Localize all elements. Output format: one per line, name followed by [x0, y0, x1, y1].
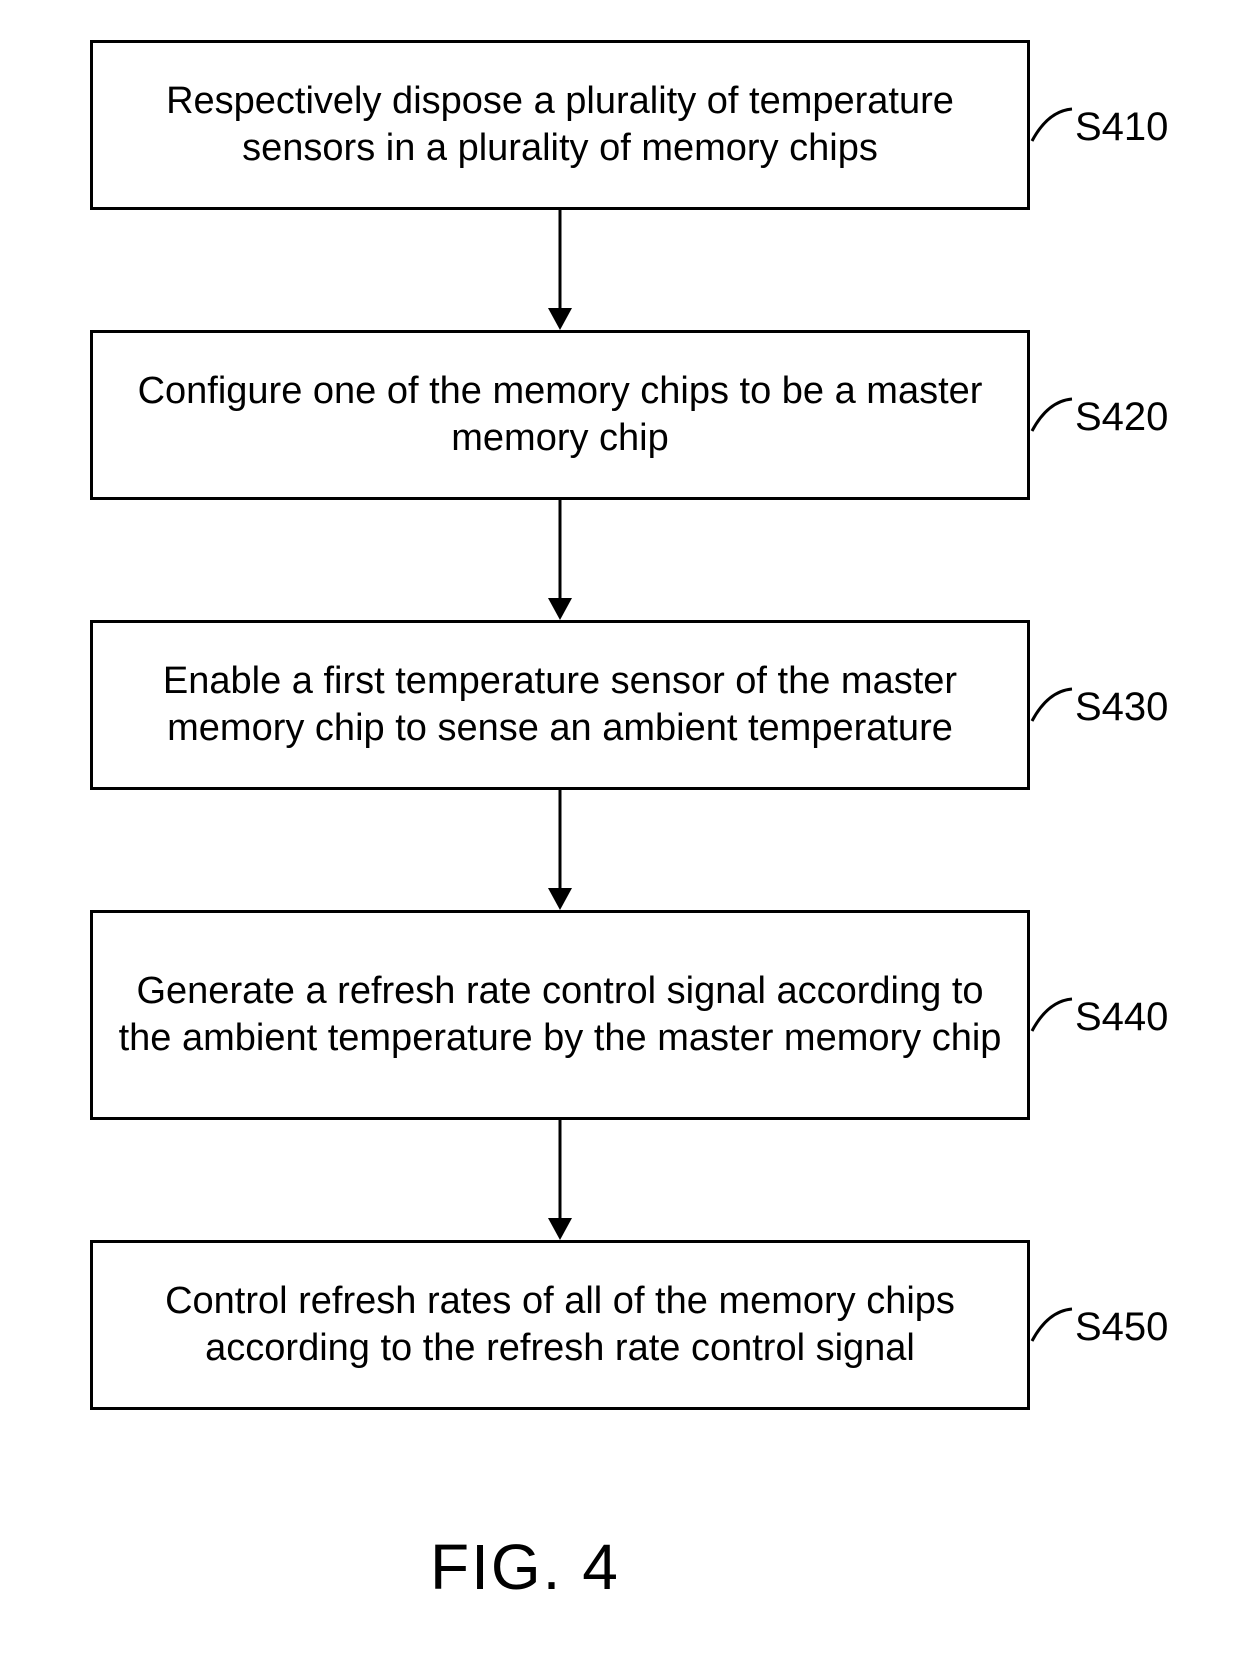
flow-step-n3: Enable a first temperature sensor of the… [90, 620, 1030, 790]
flow-step-n5: Control refresh rates of all of the memo… [90, 1240, 1030, 1410]
step-label-s420: S420 [1075, 395, 1168, 440]
label-connector [1030, 395, 1074, 435]
step-label-s440: S440 [1075, 995, 1168, 1040]
step-label-s410: S410 [1075, 105, 1168, 150]
flow-step-n4: Generate a refresh rate control signal a… [90, 910, 1030, 1120]
flow-arrow [540, 210, 580, 330]
step-label-s450: S450 [1075, 1305, 1168, 1350]
flow-arrow [540, 790, 580, 910]
flow-arrow [540, 1120, 580, 1240]
flow-step-n1: Respectively dispose a plurality of temp… [90, 40, 1030, 210]
flowchart-canvas: Respectively dispose a plurality of temp… [0, 0, 1240, 1669]
label-connector [1030, 995, 1074, 1035]
flow-step-n2: Configure one of the memory chips to be … [90, 330, 1030, 500]
flow-step-text: Enable a first temperature sensor of the… [117, 658, 1003, 753]
flow-step-text: Generate a refresh rate control signal a… [117, 968, 1003, 1063]
label-connector [1030, 1305, 1074, 1345]
label-connector [1030, 685, 1074, 725]
flow-step-text: Control refresh rates of all of the memo… [117, 1278, 1003, 1373]
label-connector [1030, 105, 1074, 145]
flow-step-text: Respectively dispose a plurality of temp… [117, 78, 1003, 173]
step-label-s430: S430 [1075, 685, 1168, 730]
flow-arrow [540, 500, 580, 620]
flow-step-text: Configure one of the memory chips to be … [117, 368, 1003, 463]
figure-caption: FIG. 4 [430, 1530, 620, 1604]
